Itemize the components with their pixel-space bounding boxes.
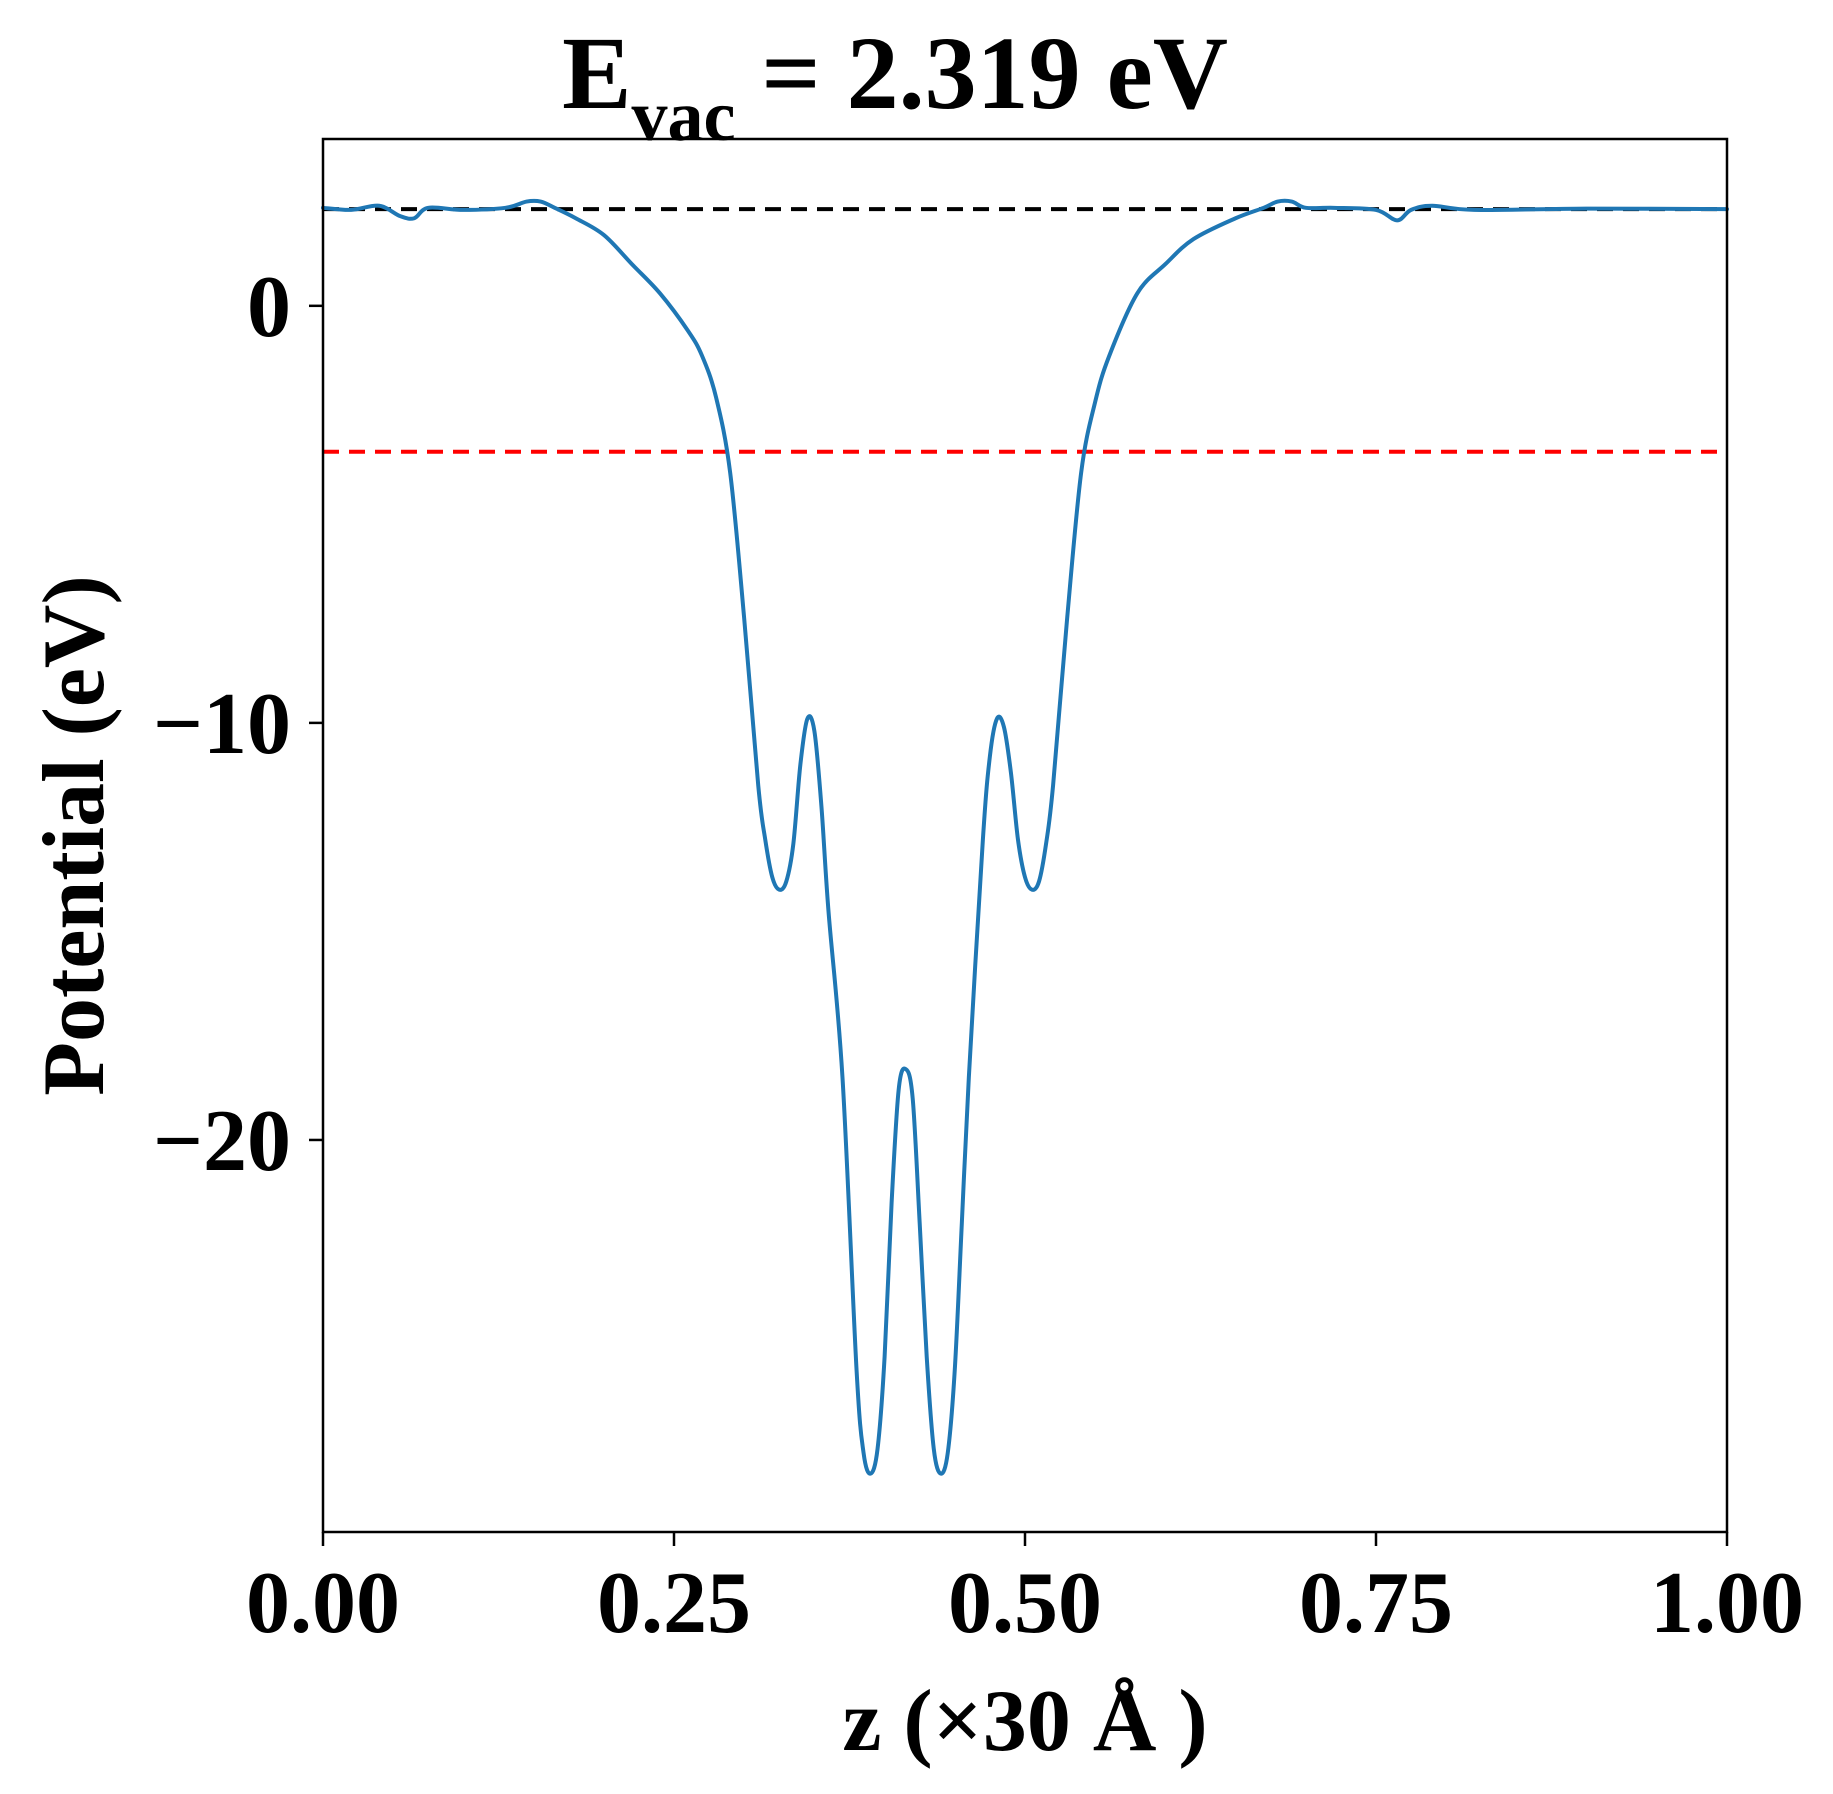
x-tick-label-1: 0.25 (597, 1555, 751, 1652)
y-axis-ticks: 0 −10 −20 (153, 259, 323, 1190)
x-tick-label-4: 1.00 (1650, 1555, 1804, 1652)
reference-lines (323, 207, 1727, 454)
series-layer (321, 198, 1729, 1476)
chart-title-subscript: vac (631, 76, 735, 156)
x-tick-label-2: 0.50 (948, 1555, 1102, 1652)
x-axis-ticks: 0.00 0.25 0.50 0.75 1.00 (246, 1532, 1804, 1652)
x-tick-label-0: 0.00 (246, 1555, 400, 1652)
chart-title-prefix: E (562, 16, 631, 131)
chart-title-suffix: = 2.319 eV (735, 16, 1228, 131)
x-axis-label: z (×30 Å ) (842, 1673, 1207, 1770)
y-axis-label: Potential (eV) (26, 575, 123, 1095)
y-tick-label-1: −10 (153, 676, 291, 773)
series-line-0 (321, 198, 1729, 1476)
x-tick-label-3: 0.75 (1299, 1555, 1453, 1652)
y-tick-label-0: 0 (247, 259, 291, 356)
y-tick-label-2: −20 (153, 1093, 291, 1190)
chart-title: Evac = 2.319 eV (562, 16, 1228, 156)
plot-frame (321, 137, 1729, 1534)
